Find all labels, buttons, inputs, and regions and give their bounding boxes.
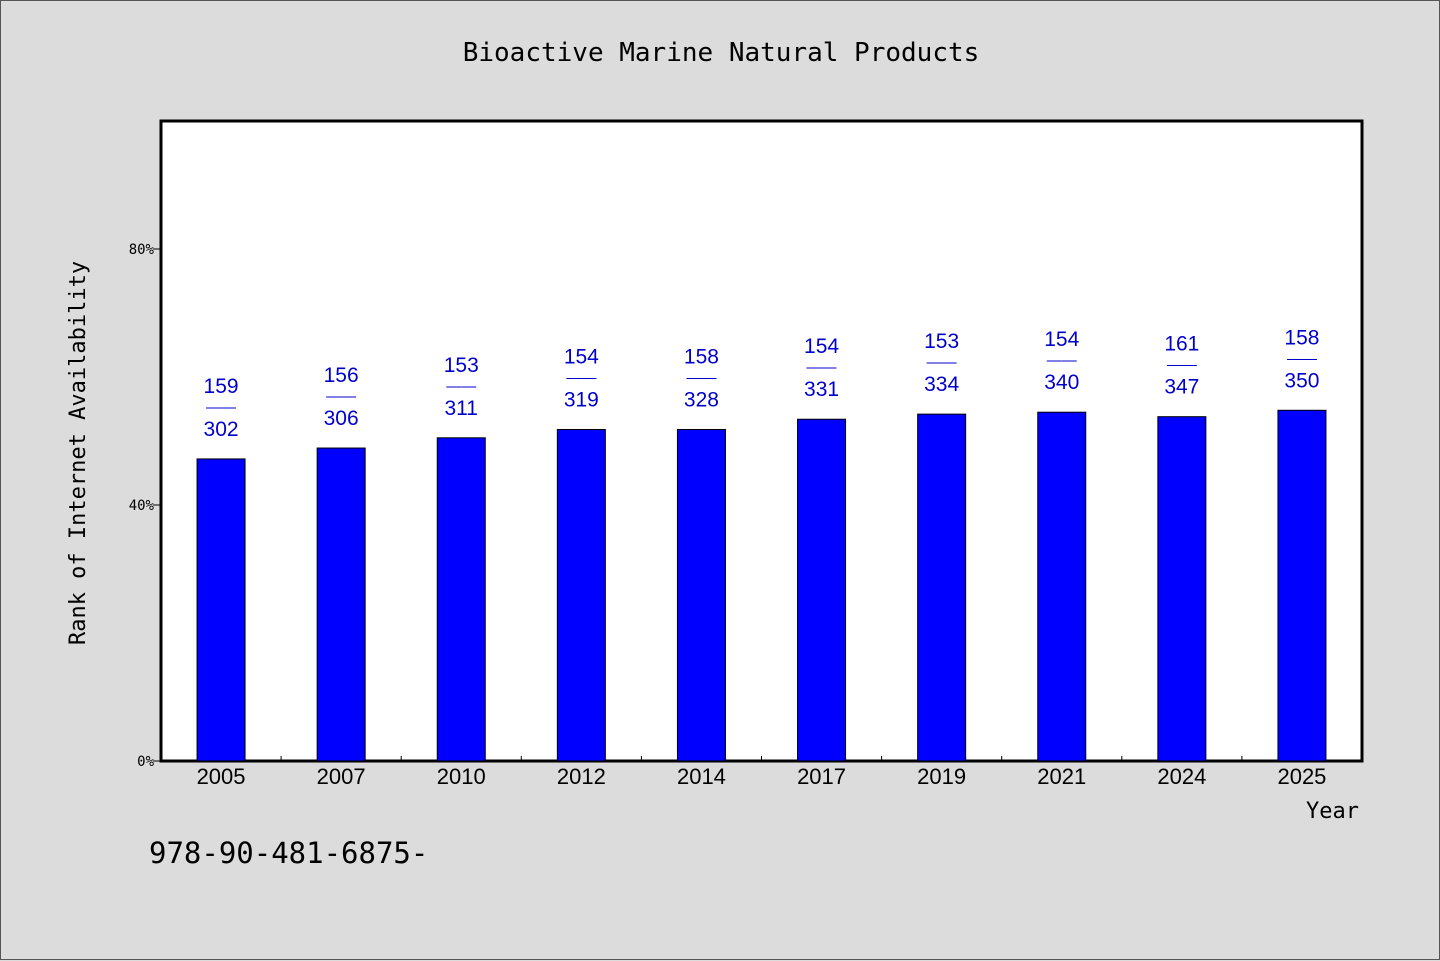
data-label-top: 158 [684,345,719,368]
bar-2019 [917,413,967,762]
x-tick-label: 2024 [1157,764,1206,789]
data-label-top: 158 [1284,326,1319,349]
bar-2005 [196,458,246,762]
data-label-top: 154 [564,345,599,368]
data-label-separator: —— [326,388,356,405]
data-label-top: 161 [1164,333,1199,356]
data-label-bottom: 340 [1044,371,1079,394]
x-tick-label: 2005 [197,764,246,789]
bar-2007 [316,447,366,762]
x-tick-label: 2017 [797,764,846,789]
data-label-bottom: 306 [324,407,359,430]
bar-2014 [676,428,726,762]
data-label-top: 154 [804,335,839,358]
data-label-top: 153 [444,354,479,377]
data-label-top: 153 [924,330,959,353]
data-label-top: 154 [1044,328,1079,351]
bar-2024 [1157,416,1207,762]
x-tick-label: 2014 [677,764,726,789]
chart-title: Bioactive Marine Natural Products [463,38,980,68]
data-label-separator: —— [807,359,837,376]
data-label-bottom: 331 [804,378,839,401]
data-label-separator: —— [206,399,236,416]
data-label-separator: —— [686,369,716,386]
data-label-separator: —— [1167,357,1197,374]
data-label-separator: —— [446,378,476,395]
data-label-separator: —— [927,354,957,371]
x-axis: 2005 2007 2010 2012 2014 2017 2019 2021 2024 2025 [197,756,1326,789]
y-axis-label: Rank of Internet Availability [66,261,91,645]
data-label-bottom: 347 [1164,376,1199,399]
data-label-bottom: 311 [445,397,478,420]
data-label-bottom: 319 [564,388,599,411]
y-tick-label: 0% [137,754,154,770]
data-label-bottom: 302 [204,418,239,441]
bar-2017 [797,418,847,762]
x-tick-label: 2012 [557,764,606,789]
data-label-bottom: 350 [1284,369,1319,392]
data-label-separator: —— [1047,352,1077,369]
data-label-bottom: 328 [684,388,719,411]
x-tick-label: 2007 [317,764,366,789]
data-label-separator: —— [1287,350,1317,367]
y-tick-label: 80% [129,242,155,258]
x-tick-label: 2019 [917,764,966,789]
data-label-separator: —— [566,369,596,386]
x-tick-label: 2021 [1037,764,1086,789]
isbn-footer: 978-90-481-6875- [149,836,428,870]
data-label-top: 159 [204,375,239,398]
x-axis-label: Year [1306,799,1359,824]
bar-2021 [1037,411,1087,762]
data-labels-group: 159——302156——306153——311154——319158——328… [204,326,1320,441]
data-label-top: 156 [324,364,359,387]
data-label-bottom: 334 [924,373,959,396]
bar-2025 [1277,409,1327,762]
y-axis: 0% 40% 80% [129,242,161,770]
x-tick-label: 2010 [437,764,486,789]
bar-2012 [556,428,606,762]
x-tick-label: 2025 [1277,764,1326,789]
bar-2010 [436,437,486,762]
bars-group [196,409,1327,762]
y-tick-label: 40% [129,498,155,514]
